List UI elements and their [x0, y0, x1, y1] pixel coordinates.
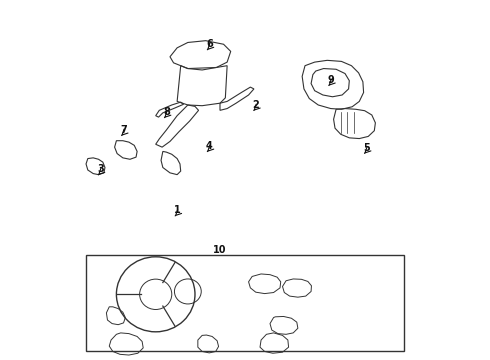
Bar — [86, 255, 404, 351]
Text: 2: 2 — [252, 100, 259, 110]
Text: 3: 3 — [97, 164, 104, 174]
Text: 9: 9 — [327, 75, 334, 85]
Text: 4: 4 — [206, 141, 213, 151]
Text: 1: 1 — [174, 205, 180, 215]
Text: 10: 10 — [213, 245, 227, 255]
Text: 6: 6 — [206, 39, 213, 49]
Text: 5: 5 — [363, 143, 370, 153]
Text: 8: 8 — [163, 107, 170, 117]
Text: 7: 7 — [120, 125, 127, 135]
